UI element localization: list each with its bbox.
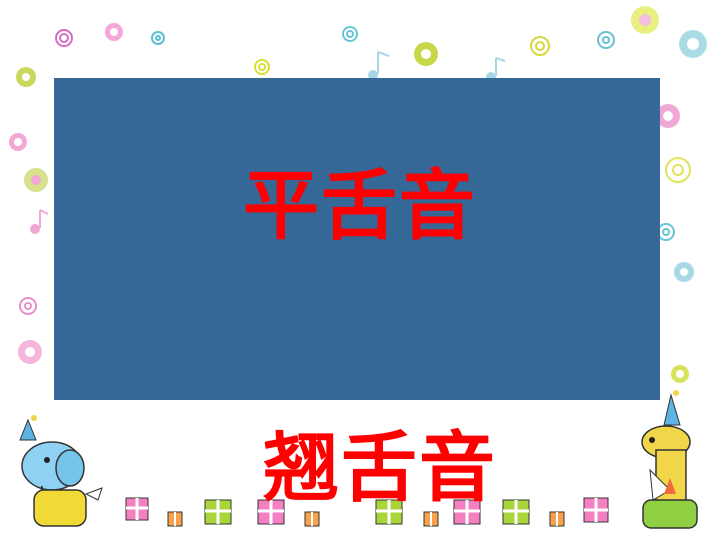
flower-icon — [105, 23, 123, 41]
gift-icon — [453, 499, 481, 525]
gift-icon — [375, 499, 403, 525]
flower-icon — [671, 365, 689, 383]
gift-icon — [583, 497, 609, 523]
flower-icon — [414, 42, 438, 66]
gift-icon — [204, 499, 232, 525]
bottom-title: 翘舌音 — [263, 423, 497, 512]
flower-icon — [18, 340, 42, 364]
content-panel — [54, 78, 660, 400]
gift-icon — [304, 511, 320, 527]
gift-row-decoration — [125, 497, 609, 527]
spiral-icon — [530, 36, 550, 56]
panel-title: 平舌音 — [243, 161, 477, 250]
flower-icon — [24, 168, 48, 192]
flower-icon — [9, 133, 27, 151]
gift-icon — [257, 499, 285, 525]
gift-icon — [125, 497, 149, 521]
spiral-icon — [19, 297, 37, 315]
gift-icon — [502, 499, 530, 525]
spiral-icon — [55, 29, 73, 47]
spiral-icon — [665, 157, 691, 183]
flower-icon — [674, 262, 694, 282]
music-note-icon — [368, 51, 390, 80]
music-note-icon — [30, 209, 49, 234]
spiral-icon — [254, 59, 270, 75]
elephant-illustration — [19, 415, 103, 527]
flower-icon — [631, 6, 659, 34]
spiral-icon — [342, 26, 358, 42]
spiral-icon — [151, 31, 165, 45]
flower-icon — [679, 30, 707, 58]
flower-icon — [16, 67, 36, 87]
spiral-icon — [597, 31, 615, 49]
gift-icon — [549, 511, 565, 527]
giraffe-illustration — [641, 390, 698, 529]
gift-icon — [423, 511, 439, 527]
gift-icon — [167, 511, 183, 527]
flower-icon — [656, 104, 680, 128]
